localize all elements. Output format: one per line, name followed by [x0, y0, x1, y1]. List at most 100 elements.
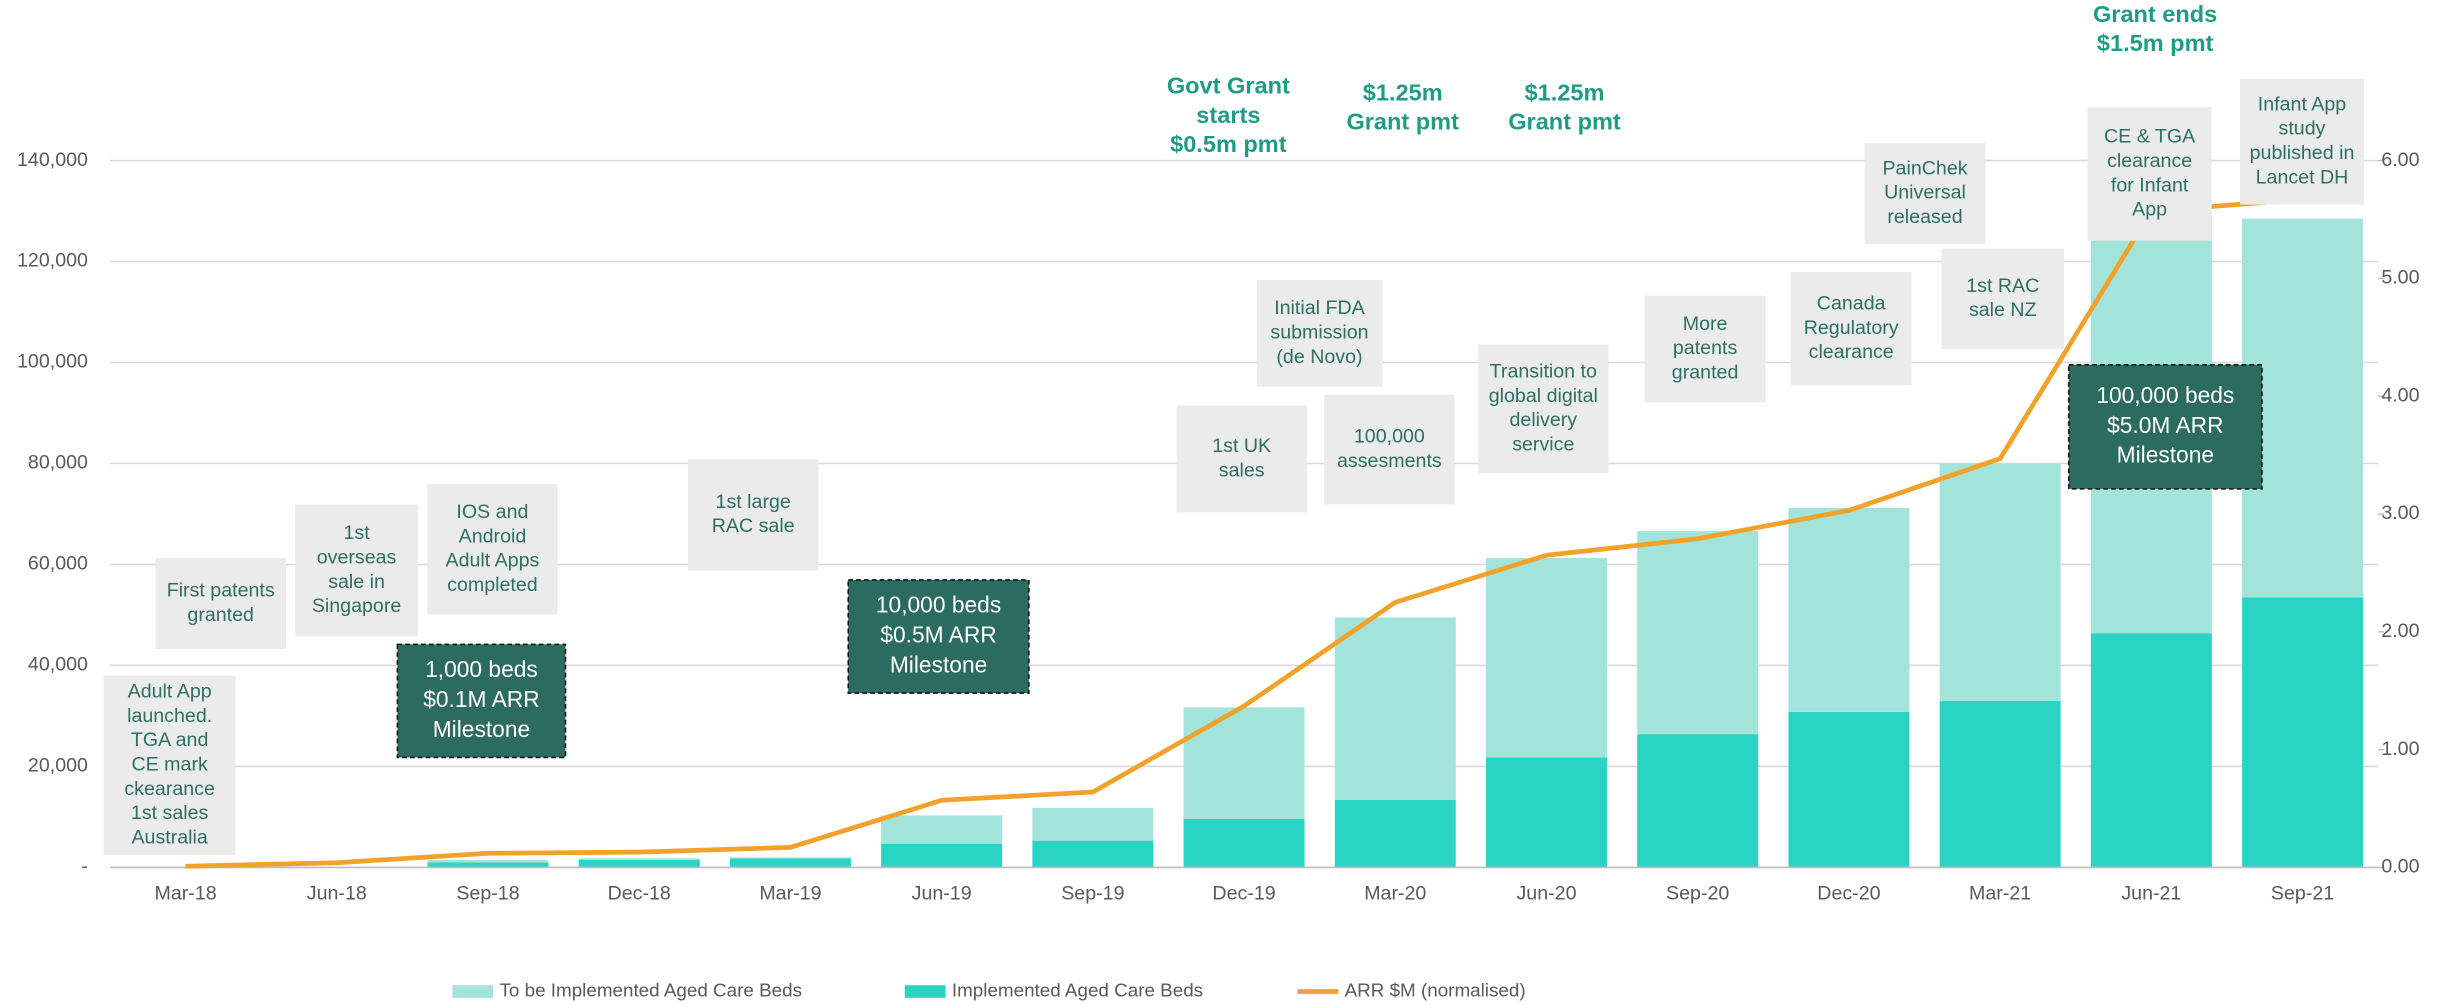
bar-segment — [2090, 633, 2212, 868]
grant-text: Grant pmt — [1508, 108, 1621, 134]
note-text: Initial FDA — [1274, 297, 1365, 319]
note-text: App — [2132, 199, 2167, 221]
note-text: Singapore — [312, 595, 402, 617]
bar-segment — [1032, 840, 1154, 868]
note-text: study — [2279, 118, 2326, 140]
grant-text: $1.25m — [1363, 79, 1443, 105]
y-tick-label: 20,000 — [28, 755, 88, 777]
x-tick-label: Sep-21 — [2271, 882, 2334, 904]
note-text: Universal — [1884, 182, 1966, 204]
legend-label: ARR $M (normalised) — [1345, 980, 1526, 1001]
note-box — [103, 675, 236, 855]
note-text: PainChek — [1882, 157, 1967, 179]
milestone-text: $0.1M ARR — [423, 686, 539, 712]
note-text: sale NZ — [1969, 299, 2037, 321]
bar-segment — [1486, 757, 1607, 868]
note-text: ckearance — [124, 778, 215, 800]
note-text: service — [1512, 433, 1574, 455]
bar-segment — [1788, 711, 1910, 868]
x-tick-label: Sep-19 — [1061, 882, 1124, 904]
note-text: clearance — [1809, 341, 1894, 363]
x-tick-label: Mar-18 — [154, 882, 216, 904]
bar-segment — [427, 859, 549, 863]
note-box — [1790, 272, 1912, 386]
y-tick-label: 120,000 — [17, 250, 88, 272]
legend-label: Implemented Aged Care Beds — [952, 980, 1203, 1001]
bar-segment — [427, 862, 549, 868]
x-tick-label: Mar-19 — [759, 882, 821, 904]
note-text: assesments — [1337, 450, 1442, 472]
note-text: 1st sales — [131, 802, 209, 824]
note-text: Android — [459, 525, 527, 547]
note-text: Lancet DH — [2256, 166, 2349, 188]
note-text: TGA and — [131, 729, 208, 751]
note-box — [1176, 405, 1307, 513]
grant-text: Grant pmt — [1346, 108, 1459, 134]
y2-tick-label: 6.00 — [2381, 149, 2419, 171]
note-text: CE & TGA — [2104, 126, 2196, 148]
note-text: patents — [1673, 337, 1738, 359]
milestone-text: 10,000 beds — [876, 592, 1001, 618]
note-text: IOS and — [456, 501, 528, 523]
note-text: 1st large — [716, 491, 791, 513]
milestone-box — [847, 579, 1030, 694]
grant-text: $0.5m pmt — [1170, 131, 1287, 157]
milestone-box — [2067, 363, 2263, 490]
note-text: overseas — [317, 547, 397, 569]
note-text: Adult Apps — [446, 550, 540, 572]
note-box — [1478, 344, 1609, 474]
bar-segment — [729, 857, 851, 859]
note-text: Infant App — [2258, 93, 2346, 115]
bar-segment — [1032, 807, 1154, 841]
note-box — [1941, 248, 2065, 350]
note-text: submission — [1270, 322, 1368, 344]
bar-segment — [1183, 707, 1305, 819]
bar-segment — [1939, 463, 2061, 701]
bar-segment — [1637, 734, 1759, 868]
note-text: First patents — [167, 580, 275, 602]
y-tick-label: - — [81, 856, 88, 878]
y-tick-label: 100,000 — [17, 351, 88, 373]
note-text: Adult App — [128, 680, 212, 702]
note-text: 1st — [343, 522, 370, 544]
note-text: Canada — [1817, 292, 1886, 314]
y2-tick-label: 3.00 — [2381, 502, 2419, 524]
grant-text: Grant ends — [2093, 1, 2217, 27]
note-text: CE mark — [131, 754, 208, 776]
note-text: clearance — [2107, 150, 2192, 172]
note-box — [1256, 279, 1383, 387]
grant-text: Govt Grant — [1167, 73, 1290, 99]
note-text: for Infant — [2111, 174, 2189, 196]
note-text: granted — [1672, 362, 1739, 384]
bar-segment — [1637, 531, 1759, 735]
note-text: More — [1683, 313, 1728, 335]
y2-tick-label: 4.00 — [2381, 384, 2419, 406]
note-text: Regulatory — [1804, 317, 1899, 339]
y2-tick-label: 0.00 — [2381, 856, 2419, 878]
note-text: published in — [2250, 142, 2355, 164]
milestone-text: 1,000 beds — [425, 656, 538, 682]
note-text: delivery — [1509, 409, 1577, 431]
y2-tick-label: 1.00 — [2381, 738, 2419, 760]
x-tick-label: Dec-19 — [1212, 882, 1275, 904]
y2-tick-label: 2.00 — [2381, 620, 2419, 642]
x-tick-label: Sep-20 — [1666, 882, 1729, 904]
bar-segment — [578, 859, 700, 868]
legend-swatch — [452, 985, 494, 998]
x-tick-label: Jun-18 — [307, 882, 367, 904]
y-tick-label: 80,000 — [28, 452, 88, 474]
note-box — [2087, 107, 2212, 241]
y2-tick-label: 5.00 — [2381, 267, 2419, 289]
note-box — [155, 557, 286, 650]
x-tick-label: Mar-21 — [1969, 882, 2031, 904]
note-box — [427, 484, 558, 615]
milestone-text: Milestone — [433, 716, 530, 742]
note-box — [1644, 295, 1766, 403]
legend-swatch — [904, 985, 946, 998]
milestone-text: $0.5M ARR — [880, 622, 996, 648]
bar-segment — [578, 858, 700, 860]
legend-label: To be Implemented Aged Care Beds — [500, 980, 802, 1001]
milestone-text: Milestone — [890, 651, 987, 677]
note-text: completed — [447, 574, 538, 596]
